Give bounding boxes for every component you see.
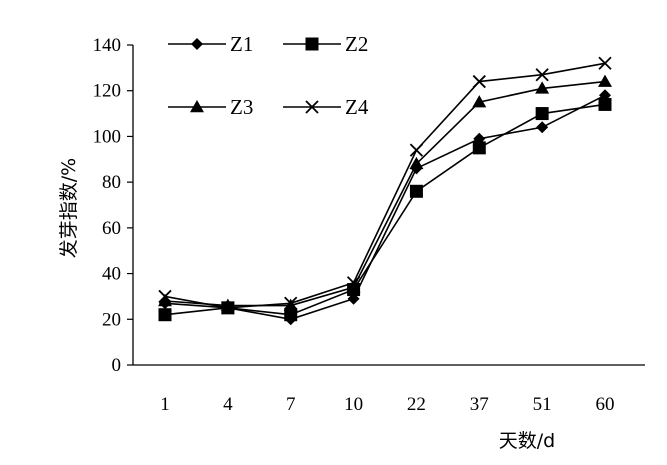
x-marker-stroke xyxy=(221,301,235,315)
x-marker-stroke xyxy=(472,74,486,89)
x-tick-label: 51 xyxy=(533,394,552,415)
legend-marker-z2 xyxy=(305,37,319,51)
x-tick-label: 4 xyxy=(223,394,233,415)
y-tick-label: 20 xyxy=(102,309,121,330)
series-layer xyxy=(158,56,612,326)
x-marker-stroke xyxy=(284,296,298,310)
y-axis-label: 发芽指数/% xyxy=(58,158,80,258)
data-point-z3 xyxy=(409,156,424,170)
x-marker-stroke xyxy=(535,68,549,82)
x-tick-label: 60 xyxy=(596,394,615,415)
data-point-z4 xyxy=(472,74,486,89)
legend-label-z1: Z1 xyxy=(230,32,253,56)
data-point-z3 xyxy=(598,74,612,87)
series-line-z3 xyxy=(164,80,606,307)
legend-marker-z4 xyxy=(305,100,319,114)
tick-labels: 0 20 40 60 80 100 120 140 1 4 7 10 22 37 51 60 xyxy=(93,35,615,415)
data-point-z4 xyxy=(284,296,298,310)
x-marker-stroke xyxy=(305,100,319,114)
data-point-z3 xyxy=(346,280,361,293)
data-point-z2 xyxy=(598,97,612,111)
data-point-z4 xyxy=(221,301,235,315)
data-point-z2 xyxy=(535,107,549,121)
y-tick-label: 40 xyxy=(102,264,121,285)
data-point-z3 xyxy=(158,294,172,307)
data-point-z1 xyxy=(536,121,549,134)
legend-label-z2: Z2 xyxy=(345,32,368,56)
x-tick-label: 1 xyxy=(160,394,170,415)
x-marker-stroke xyxy=(346,276,361,290)
axes xyxy=(127,44,645,366)
data-point-z2 xyxy=(284,308,298,322)
y-tick-label: 80 xyxy=(102,172,121,193)
data-point-z2 xyxy=(409,184,423,198)
data-point-z2 xyxy=(158,308,172,322)
data-point-z3 xyxy=(535,81,550,94)
x-axis-label: 天数/d xyxy=(499,430,555,452)
y-tick-label: 100 xyxy=(93,126,122,147)
data-point-z3 xyxy=(472,95,487,108)
x-tick-label: 37 xyxy=(470,394,489,415)
x-marker-stroke xyxy=(409,143,424,157)
y-tick-label: 120 xyxy=(93,81,122,102)
data-point-z4 xyxy=(158,289,172,304)
y-tick-label: 60 xyxy=(102,218,121,239)
x-tick-label: 7 xyxy=(286,394,296,415)
legend-marker-z1 xyxy=(191,38,203,50)
legend-label-z4: Z4 xyxy=(345,95,369,119)
data-point-z4 xyxy=(409,143,424,157)
x-tick-label: 22 xyxy=(407,394,426,415)
x-tick-label: 10 xyxy=(344,394,363,415)
legend-marker-z3 xyxy=(190,100,204,113)
series-line-z2 xyxy=(164,103,606,316)
y-tick-label: 0 xyxy=(112,355,122,376)
y-tick-label: 140 xyxy=(93,35,122,56)
data-point-z4 xyxy=(535,68,549,82)
data-point-z2 xyxy=(472,141,486,155)
data-point-z4 xyxy=(346,276,361,290)
x-marker-stroke xyxy=(598,56,612,70)
x-marker-stroke xyxy=(158,289,172,304)
series-line-z4 xyxy=(164,62,606,309)
legend-label-z3: Z3 xyxy=(230,95,253,119)
legend: Z1 Z2 Z3 Z4 xyxy=(168,32,369,119)
data-point-z4 xyxy=(598,56,612,70)
